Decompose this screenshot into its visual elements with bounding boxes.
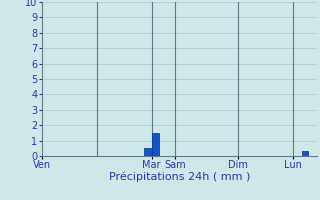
Bar bbox=[152, 133, 159, 156]
Bar bbox=[144, 148, 151, 156]
X-axis label: Précipitations 24h ( mm ): Précipitations 24h ( mm ) bbox=[108, 172, 250, 182]
Bar bbox=[302, 151, 308, 156]
